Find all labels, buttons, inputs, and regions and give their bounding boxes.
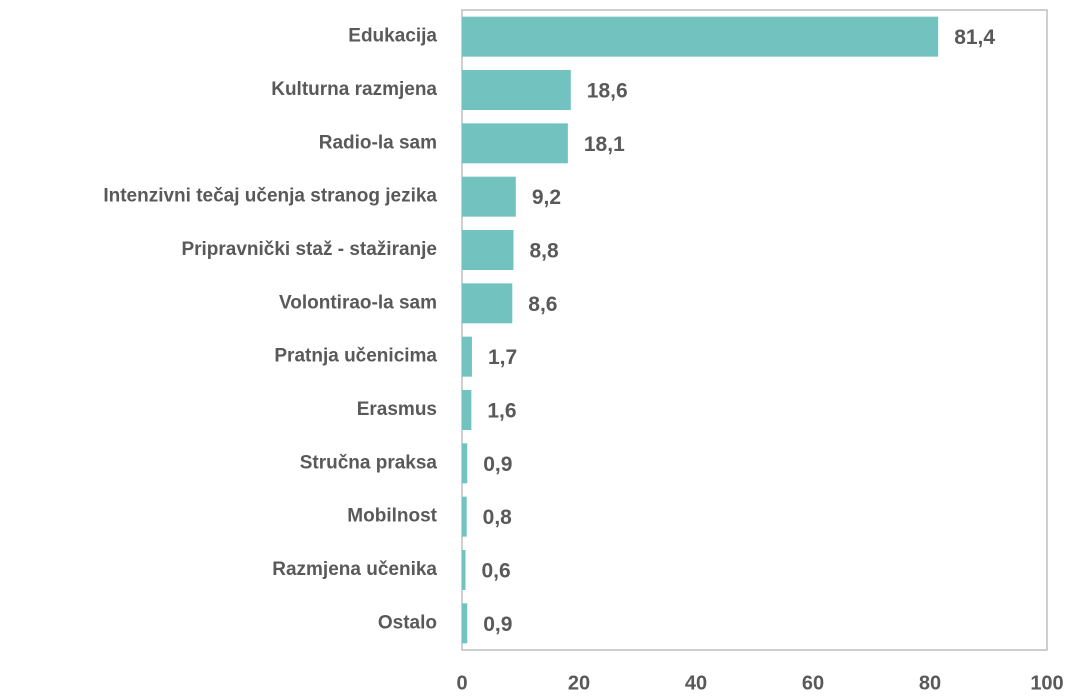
plot-frame — [461, 9, 1048, 651]
x-tick-label: 0 — [456, 672, 467, 694]
bar — [462, 443, 468, 484]
y-tick-label: Volontirao-la sam — [279, 292, 437, 313]
bar — [462, 496, 467, 537]
value-label: 81,4 — [954, 26, 995, 49]
bar — [462, 603, 468, 644]
value-label: 0,9 — [483, 453, 512, 476]
value-label: 1,6 — [487, 400, 516, 423]
y-tick-label: Kulturna razmjena — [271, 79, 437, 100]
bar — [462, 550, 466, 590]
value-label: 0,8 — [483, 506, 513, 529]
y-tick-label: Radio-la sam — [319, 132, 437, 153]
bar — [462, 390, 472, 430]
value-label: 0,6 — [482, 560, 511, 583]
y-tick-label: Ostalo — [378, 612, 437, 633]
bar — [462, 70, 571, 110]
y-tick-label: Razmjena učenika — [272, 559, 437, 580]
value-label: 1,7 — [488, 346, 517, 369]
bar — [462, 230, 514, 270]
x-tick-label: 40 — [685, 672, 707, 694]
value-label: 8,6 — [528, 293, 557, 316]
value-label: 9,2 — [532, 186, 561, 209]
bar — [462, 123, 568, 164]
y-tick-label: Mobilnost — [347, 506, 437, 527]
bar — [462, 16, 939, 57]
value-label: 18,1 — [584, 133, 625, 156]
y-tick-label: Pripravnički staž - stažiranje — [181, 239, 437, 260]
x-tick-label: 60 — [802, 672, 824, 694]
y-tick-label: Stručna praksa — [300, 452, 438, 473]
bar — [462, 283, 513, 324]
y-tick-label: Erasmus — [357, 399, 437, 420]
y-tick-label: Edukacija — [348, 26, 437, 47]
value-label: 0,9 — [483, 613, 512, 636]
y-tick-label: Intenzivni tečaj učenja stranog jezika — [103, 186, 437, 207]
value-label: 8,8 — [529, 240, 559, 263]
bar — [462, 176, 516, 217]
bar — [462, 336, 472, 377]
value-label: 18,6 — [587, 80, 628, 103]
x-tick-label: 20 — [568, 672, 590, 694]
x-tick-label: 100 — [1030, 672, 1063, 694]
y-tick-label: Pratnja učenicima — [274, 346, 437, 367]
x-tick-label: 80 — [919, 672, 941, 694]
